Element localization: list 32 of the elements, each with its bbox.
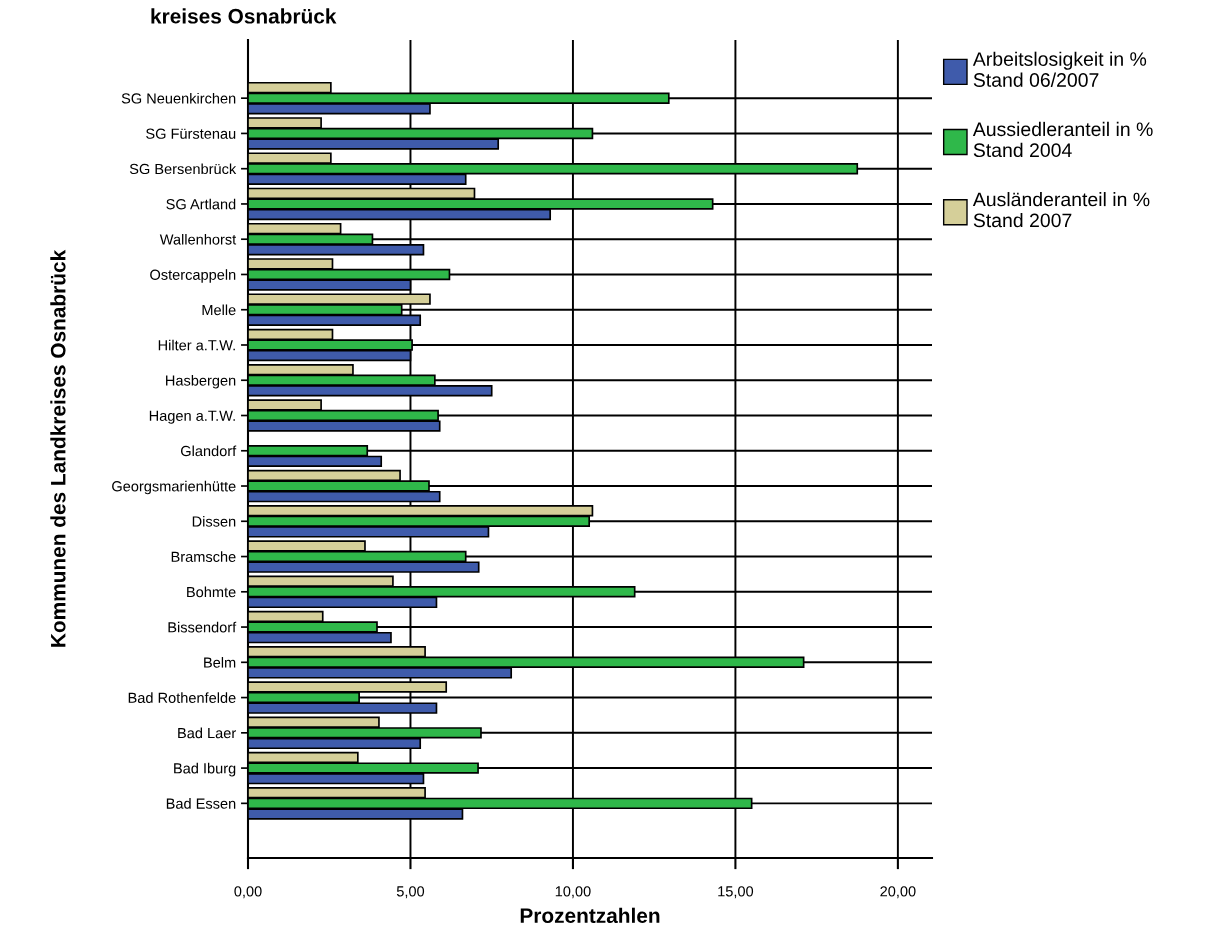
y-tick-label: Wallenhorst xyxy=(159,233,237,245)
y-tick-label: Bad Rothenfelde xyxy=(128,692,236,703)
y-tick-label: SG Bersenbrück xyxy=(129,163,237,175)
x-tick-label: 15,00 xyxy=(718,886,754,899)
y-tick-label: SG Fürstenau xyxy=(146,128,236,139)
y-tick-label: Hilter a.T.W. xyxy=(158,339,235,351)
y-tick-label: Hagen a.T.W. xyxy=(149,410,235,424)
y-tick-label: Bohmte xyxy=(187,586,236,598)
y-tick-label: Melle xyxy=(202,304,236,316)
y-tick-label: SG Artland xyxy=(166,198,236,210)
x-tick-label: 5,00 xyxy=(396,886,425,899)
legend-label: Aussiedleranteil in % Stand 2004 xyxy=(972,121,1153,158)
y-tick-label: Georgsmarienhütte xyxy=(112,480,236,495)
legend-label: Ausländeranteil in % Stand 2007 xyxy=(972,192,1150,228)
chart-title: kreises Osnabrück xyxy=(151,8,337,24)
y-tick-label: Bad Laer xyxy=(178,727,236,739)
y-tick-label: Hasbergen xyxy=(166,374,236,389)
y-tick-label: Ostercappeln xyxy=(150,269,236,283)
y-tick-label: Bissendorf xyxy=(168,621,237,633)
y-tick-label: Bramsche xyxy=(171,551,236,562)
y-tick-label: Belm xyxy=(204,657,236,668)
y-tick-label: SG Neuenkirchen xyxy=(121,92,236,104)
x-tick-label: 0,00 xyxy=(234,886,262,899)
y-axis-title: Kommunen des Landkreises Osnabrück xyxy=(50,249,66,647)
y-tick-label: Dissen xyxy=(192,516,236,527)
x-axis-title: Prozentzahlen xyxy=(520,907,660,924)
legend-label: Arbeitslosigkeit in % Stand 06/2007 xyxy=(972,51,1147,87)
y-tick-label: Bad Iburg xyxy=(174,762,236,777)
y-tick-label: Glandorf xyxy=(181,445,237,457)
y-tick-label: Bad Essen xyxy=(166,798,236,809)
x-tick-label: 20,00 xyxy=(880,886,916,899)
x-tick-label: 10,00 xyxy=(555,886,591,899)
